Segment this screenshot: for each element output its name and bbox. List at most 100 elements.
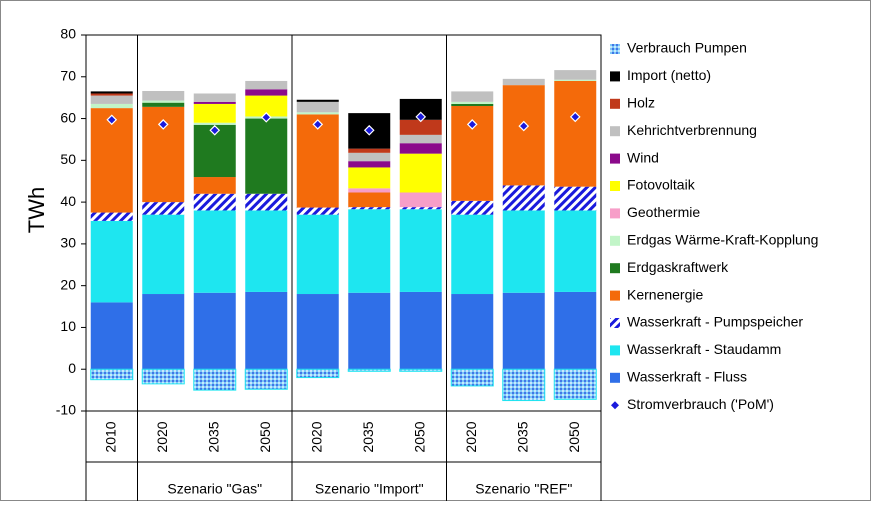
consumption-marker <box>466 119 478 130</box>
bar-segment <box>245 80 288 90</box>
bar-segment <box>399 98 442 120</box>
bar-segment <box>296 112 339 115</box>
bar-segment <box>348 207 391 210</box>
legend-swatch <box>610 208 620 219</box>
bar-segment <box>451 200 494 215</box>
y-tick-label: -10 <box>56 402 76 418</box>
bar-segment <box>245 95 288 117</box>
bar-segment <box>554 210 597 292</box>
bar-segment <box>502 292 545 370</box>
bar-segment <box>90 302 133 370</box>
bar-segment <box>554 291 597 370</box>
bar-segment <box>399 143 442 154</box>
bar-segment <box>193 122 236 125</box>
legend-swatch <box>610 318 620 328</box>
legend-label: Import (netto) <box>627 67 711 83</box>
bar-segment <box>450 368 494 387</box>
bar-segment <box>502 78 545 86</box>
bar-segment <box>193 177 236 194</box>
legend-swatch <box>610 153 620 164</box>
legend-swatch <box>610 98 620 109</box>
bar-segment <box>90 91 133 94</box>
legend-label: Fotovoltaik <box>627 177 696 193</box>
bar-segment <box>90 93 133 96</box>
bar-segment <box>142 214 185 295</box>
y-tick-label: 60 <box>60 109 76 125</box>
x-tick-label: 2050 <box>566 421 582 452</box>
bar-segment <box>348 152 391 162</box>
x-tick-label: 2020 <box>463 421 479 452</box>
consumption-marker <box>415 111 427 123</box>
y-tick-label: 40 <box>60 193 76 209</box>
bar-segment <box>193 210 236 293</box>
consumption-marker <box>157 119 169 130</box>
legend-label: Stromverbrauch ('PoM') <box>627 396 774 412</box>
bar-segment <box>502 185 545 211</box>
bar-segment <box>193 93 236 102</box>
bar-segment <box>90 368 134 381</box>
consumption-marker <box>106 114 118 126</box>
bar-segment <box>142 100 185 103</box>
bar-segment <box>451 91 494 102</box>
bar-segment <box>193 193 236 211</box>
y-tick-label: 80 <box>60 26 76 42</box>
bar-segment <box>399 207 442 210</box>
bar-segment <box>451 101 494 104</box>
bar-segment <box>193 101 236 104</box>
bar-segment <box>142 90 185 101</box>
legend-label: Geothermie <box>627 204 700 220</box>
bar-segment <box>141 368 185 385</box>
legend-label: Wind <box>627 149 659 165</box>
legend-swatch <box>611 401 619 410</box>
bar-segment <box>296 99 339 102</box>
bar-segment <box>502 368 546 402</box>
bar-segment <box>193 292 236 370</box>
legend-label: Verbrauch Pumpen <box>627 40 747 56</box>
consumption-marker <box>363 124 375 136</box>
bar-segment <box>348 148 391 153</box>
legend-swatch <box>610 44 620 54</box>
legend-label: Wasserkraft - Staudamm <box>627 341 781 357</box>
bar-segment <box>348 161 391 168</box>
bar-segment <box>142 294 185 370</box>
bar-segment <box>348 192 391 208</box>
bar-segment <box>90 108 133 213</box>
legend-swatch <box>610 71 620 82</box>
bar-segment <box>244 368 288 390</box>
legend-swatch <box>610 263 620 274</box>
bar-segment <box>399 119 442 135</box>
bar-segment <box>296 294 339 370</box>
legend-swatch <box>610 235 620 246</box>
bar-segment <box>399 134 442 144</box>
legend-label: Erdgas Wärme-Kraft-Kopplung <box>627 232 818 248</box>
group-label: Szenario "REF" <box>475 481 572 497</box>
y-tick-label: 10 <box>60 318 76 334</box>
bar-segment <box>245 118 288 194</box>
legend-label: Kehrichtverbrennung <box>627 122 757 138</box>
bar-segment <box>348 292 391 370</box>
y-tick-label: 20 <box>60 276 76 292</box>
bar-segment <box>451 294 494 370</box>
consumption-marker <box>569 111 581 123</box>
bar-segment <box>193 368 237 391</box>
bar-segment <box>399 368 443 372</box>
legend-label: Wasserkraft - Fluss <box>627 369 747 385</box>
y-tick-label: 70 <box>60 67 76 83</box>
legend-swatch <box>610 126 620 137</box>
y-tick-label: 0 <box>68 360 76 376</box>
bar-segment <box>451 103 494 107</box>
bar-segment <box>554 186 597 211</box>
plot-area <box>85 34 602 412</box>
group-label: Szenario "Gas" <box>167 481 262 497</box>
bar-segment <box>142 102 185 107</box>
x-tick-label: 2050 <box>411 421 427 452</box>
x-tick-label: 2035 <box>514 421 530 452</box>
y-tick-label: 50 <box>60 151 76 167</box>
legend-label: Wasserkraft - Pumpspeicher <box>627 314 803 330</box>
bar-segment <box>296 207 339 215</box>
bar-segment <box>348 167 391 189</box>
bar-segment <box>296 114 339 208</box>
legend-swatch <box>610 290 620 301</box>
group-label: Szenario "Import" <box>315 481 424 497</box>
bar-segment <box>90 212 133 221</box>
